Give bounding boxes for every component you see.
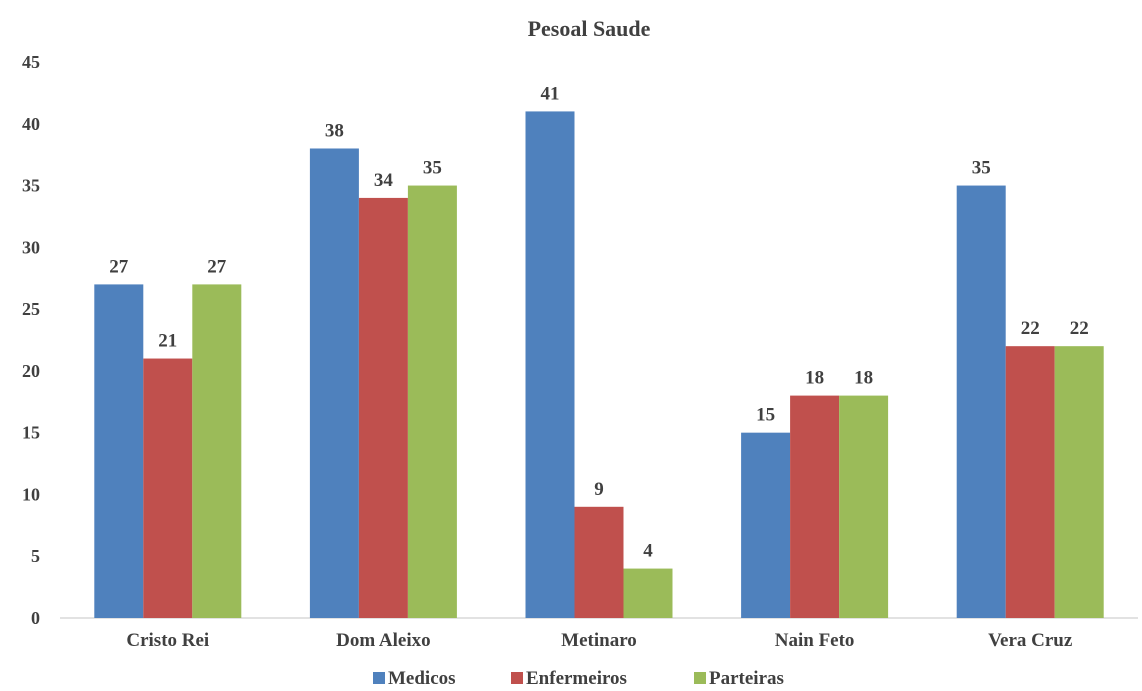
data-label: 22 [1021,318,1040,339]
data-label: 4 [643,541,653,562]
data-label: 34 [374,170,394,191]
y-tick-label: 0 [31,608,40,628]
y-tick-label: 40 [22,114,40,134]
x-tick-label: Metinaro [561,630,637,651]
data-label: 18 [805,368,824,389]
bar-enfermeiros [143,358,193,618]
data-label: 18 [854,368,873,389]
x-tick-label: Vera Cruz [988,630,1073,651]
y-tick-label: 30 [22,237,40,257]
legend-label-parteiras: Parteiras [709,668,784,689]
y-tick-label: 5 [31,546,40,566]
y-tick-label: 15 [22,423,40,443]
bar-medicos [94,284,144,618]
bar-medicos [309,148,359,618]
bar-parteiras [839,395,889,618]
data-labels: 27 21 27 38 34 35 41 9 4 15 18 18 35 22 22 [109,83,1088,561]
y-tick-label: 10 [22,484,40,504]
bar-parteiras [1054,346,1104,618]
legend: Medicos Enfermeiros Parteiras [373,668,784,689]
bar-enfermeiros [574,506,624,618]
data-label: 27 [207,256,227,277]
data-label: 21 [158,331,177,352]
bar-enfermeiros [1005,346,1055,618]
bar-parteiras [407,185,457,619]
bars [94,111,1104,619]
x-tick-label: Cristo Rei [126,630,209,651]
bar-parteiras [623,568,673,618]
data-label: 15 [756,405,775,426]
y-tick-label: 45 [22,52,40,72]
data-label: 9 [594,479,604,500]
bar-enfermeiros [358,197,408,618]
legend-label-medicos: Medicos [388,668,456,689]
bar-medicos [956,185,1006,619]
data-label: 35 [972,158,991,179]
chart-title: Pesoal Saude [528,16,651,41]
x-tick-label: Dom Aleixo [336,630,430,651]
y-tick-label: 35 [22,176,40,196]
bar-parteiras [192,284,242,618]
y-tick-label: 25 [22,299,40,319]
data-label: 27 [109,256,129,277]
bar-medicos [525,111,575,618]
x-tick-label: Nain Feto [775,630,855,651]
x-axis: Cristo Rei Dom Aleixo Metinaro Nain Feto Ver… [60,617,1138,651]
bar-medicos [741,432,791,618]
legend-swatch-medicos [373,672,385,684]
data-label: 41 [541,83,560,104]
legend-swatch-parteiras [694,672,706,684]
legend-label-enfermeiros: Enfermeiros [526,668,627,689]
bar-enfermeiros [790,395,840,618]
data-label: 35 [423,158,442,179]
y-axis: 0 5 10 15 20 25 30 35 40 45 [22,52,40,628]
data-label: 38 [325,120,344,141]
y-tick-label: 20 [22,361,40,381]
legend-swatch-enfermeiros [511,672,523,684]
data-label: 22 [1070,318,1089,339]
